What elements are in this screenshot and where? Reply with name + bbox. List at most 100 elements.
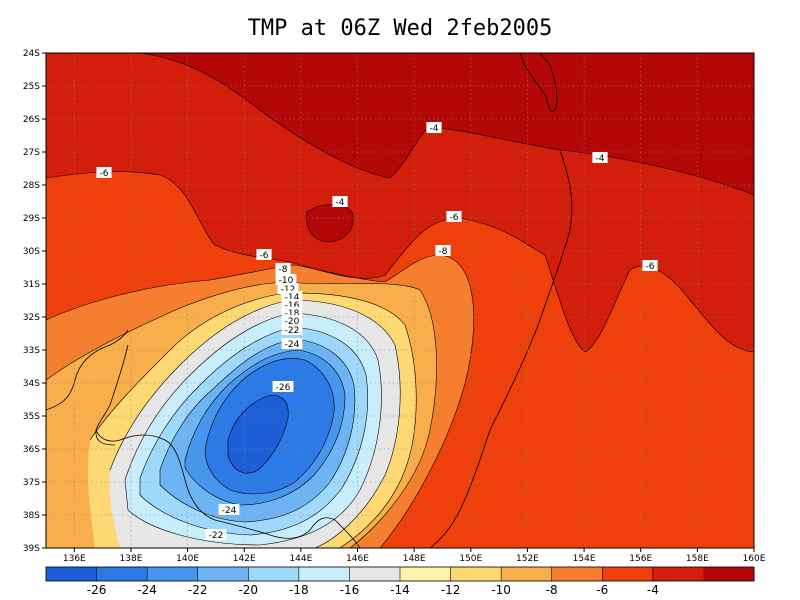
lon-tick-label: 138E	[120, 554, 143, 564]
colorbar-label: -4	[647, 583, 659, 597]
lon-tick-label: 144E	[289, 554, 312, 564]
lat-tick-label: 33S	[23, 346, 40, 356]
contour-label: -6	[100, 169, 109, 179]
contour-label: -4	[596, 154, 605, 164]
colorbar-swatch	[652, 567, 704, 581]
contour-label: -4	[430, 124, 439, 134]
lon-tick-label: 150E	[459, 554, 482, 564]
contour-label-box	[426, 122, 442, 133]
lat-tick-label: 35S	[23, 412, 40, 422]
contour-label-box	[281, 338, 303, 349]
contour-label: -14	[285, 293, 300, 303]
latitude-axis: 24S 25S 26S 27S 28S 29S 30S 31S 32S 33S 34S 35S 36S 3…	[23, 49, 46, 554]
plot-frame	[45, 52, 755, 549]
lat-tick-label: 34S	[23, 379, 40, 389]
colorbar-label: -16	[340, 583, 360, 597]
longitude-axis: 136E 138E 140E 142E 144E 146E 148E 150E 152E 154E…	[63, 548, 766, 564]
colorbar-label: -8	[546, 583, 558, 597]
contour-label: -18	[285, 309, 300, 319]
colorbar-swatch	[703, 567, 755, 581]
contour-label-box	[281, 291, 303, 302]
lon-tick-label: 156E	[629, 554, 652, 564]
filled-contours	[46, 53, 754, 548]
contour-label: -22	[209, 531, 224, 541]
lat-tick-label: 30S	[23, 247, 40, 257]
lon-tick-label: 142E	[233, 554, 256, 564]
colorbar-swatch	[197, 567, 249, 581]
contour-label-box	[218, 504, 240, 515]
colorbar-swatch	[298, 567, 350, 581]
lat-tick-label: 26S	[23, 115, 40, 125]
colorbar-label: -10	[491, 583, 511, 597]
lon-tick-label: 158E	[686, 554, 709, 564]
colorbar-swatch	[602, 567, 654, 581]
colorbar-label: -20	[238, 583, 258, 597]
colorbar-label: -14	[390, 583, 410, 597]
lat-tick-label: 28S	[23, 181, 40, 191]
lat-tick-label: 25S	[23, 82, 40, 92]
colorbar-swatch	[46, 567, 98, 581]
colorbar-swatch	[96, 567, 148, 581]
contour-label-box	[446, 211, 462, 222]
colorbar-label: -24	[137, 583, 157, 597]
contour-label: -24	[222, 506, 237, 516]
colorbar-swatch	[501, 567, 553, 581]
contour-label-box	[96, 167, 112, 178]
contour-label-box	[642, 260, 658, 271]
contour-label: -22	[285, 326, 300, 336]
map-title: TMP at 06Z Wed 2feb2005	[247, 16, 553, 41]
lat-tick-label: 31S	[23, 280, 40, 290]
contour-label: -4	[336, 198, 345, 208]
coastlines	[46, 53, 573, 548]
colorbar-swatch	[400, 567, 452, 581]
contour-label-box	[256, 249, 272, 260]
contour-label-box	[281, 299, 303, 310]
contour-lines	[46, 53, 754, 548]
lon-tick-label: 160E	[743, 554, 766, 564]
colorbar: -26 -24 -22 -20 -18 -16 -14 -12 -10 -8 -6 -4	[45, 566, 755, 597]
contour-label-box	[592, 152, 608, 163]
lat-tick-label: 32S	[23, 313, 40, 323]
lon-tick-label: 154E	[573, 554, 596, 564]
contour-label-box	[205, 529, 227, 540]
lat-tick-label: 36S	[23, 445, 40, 455]
contour-label: -16	[285, 301, 300, 311]
contour-label-box	[281, 324, 303, 335]
lon-tick-label: 146E	[346, 554, 369, 564]
colorbar-label: -12	[441, 583, 461, 597]
contour-label: -20	[285, 317, 300, 327]
colorbar-swatch	[147, 567, 199, 581]
lat-tick-label: 38S	[23, 511, 40, 521]
colorbar-label: -26	[87, 583, 107, 597]
lat-tick-label: 27S	[23, 148, 40, 158]
contour-label: -10	[279, 276, 294, 286]
contour-label-box	[332, 196, 348, 207]
contour-label: -8	[279, 265, 288, 275]
colorbar-swatch	[248, 567, 300, 581]
band-below-minus-26	[228, 395, 289, 474]
lon-tick-label: 136E	[63, 554, 86, 564]
contour-label: -24	[285, 340, 300, 350]
contour-label: -12	[281, 285, 296, 295]
contour-label: -6	[646, 262, 655, 272]
contour-label: -8	[439, 247, 448, 257]
contour-label: -6	[450, 213, 459, 223]
contour-label-box	[275, 274, 297, 285]
lat-tick-label: 39S	[23, 544, 40, 554]
contour-label-box	[277, 283, 299, 294]
lat-tick-label: 29S	[23, 214, 40, 224]
colorbar-swatch	[551, 567, 603, 581]
lat-tick-label: 24S	[23, 49, 40, 59]
lon-tick-label: 152E	[516, 554, 539, 564]
lon-tick-label: 148E	[403, 554, 426, 564]
lat-tick-label: 37S	[23, 478, 40, 488]
contour-label-box	[281, 315, 303, 326]
contour-label-box	[275, 263, 291, 274]
contour-label-box	[281, 307, 303, 318]
cell-minus-4	[306, 204, 354, 242]
colorbar-swatch	[349, 567, 401, 581]
contour-label: -26	[276, 383, 291, 393]
colorbar-label: -18	[289, 583, 309, 597]
colorbar-label: -6	[596, 583, 608, 597]
